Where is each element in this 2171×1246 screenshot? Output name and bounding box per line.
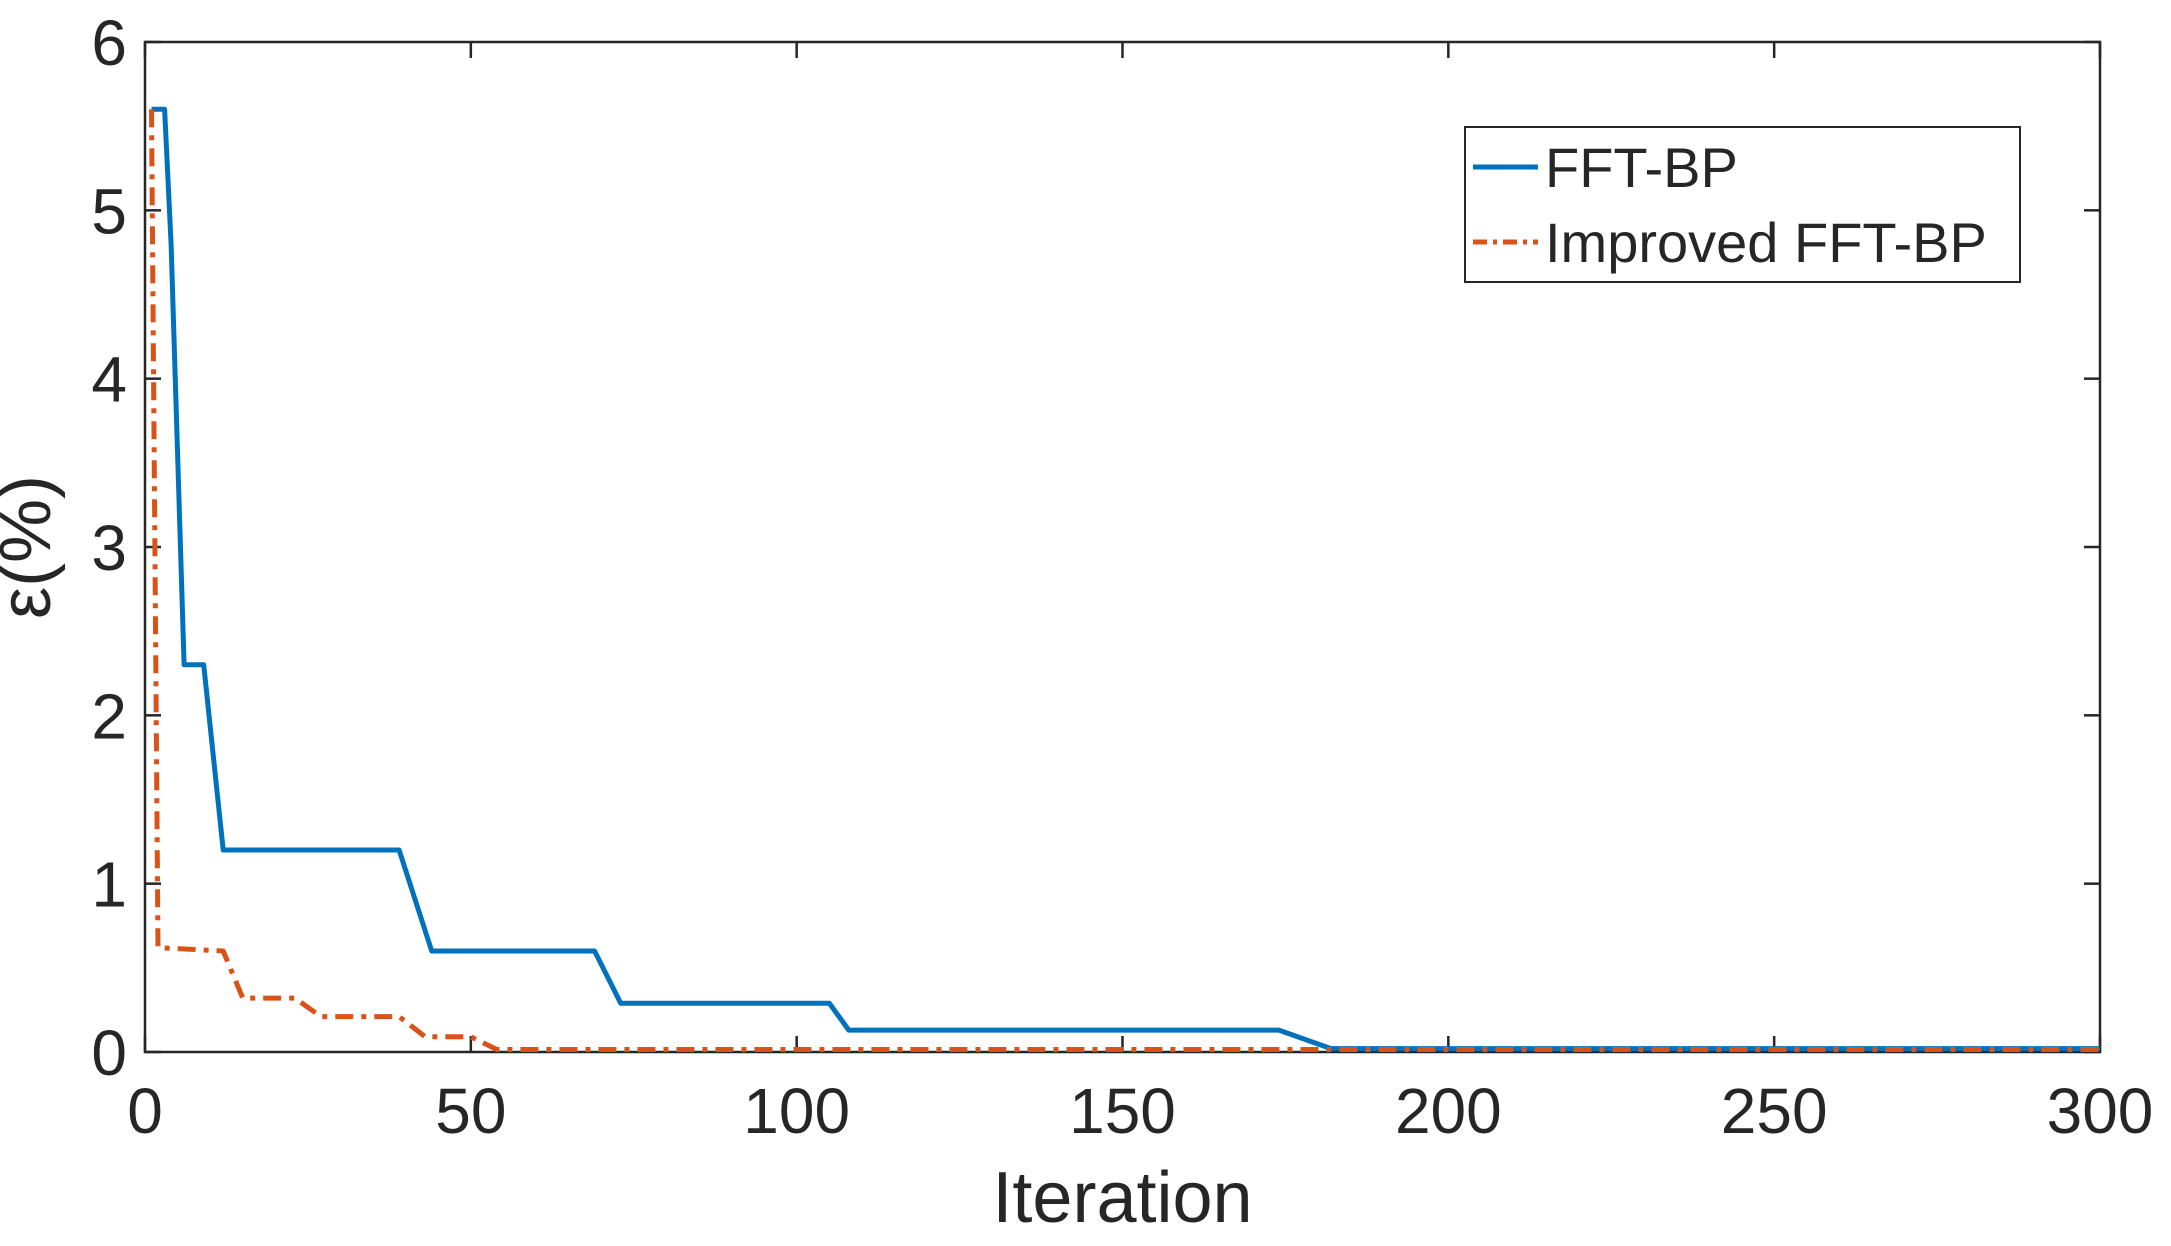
y-tick-label: 5 <box>91 175 127 247</box>
x-tick-label: 300 <box>2047 1075 2154 1147</box>
y-tick-label: 6 <box>91 7 127 79</box>
x-tick-label: 200 <box>1395 1075 1502 1147</box>
legend-label: Improved FFT-BP <box>1545 211 1987 274</box>
x-tick-label: 250 <box>1721 1075 1828 1147</box>
y-tick-label: 3 <box>91 512 127 584</box>
x-axis-label: Iteration <box>992 1158 1252 1238</box>
y-tick-label: 4 <box>91 344 127 416</box>
legend-box <box>1464 126 2021 283</box>
y-tick-label: 0 <box>91 1017 127 1089</box>
x-tick-label: 150 <box>1069 1075 1176 1147</box>
y-tick-label: 1 <box>91 849 127 921</box>
legend-label: FFT-BP <box>1545 136 1738 199</box>
y-tick-label: 2 <box>91 680 127 752</box>
x-tick-label: 50 <box>435 1075 506 1147</box>
series-line-fft-bp <box>151 106 2100 1052</box>
y-axis-label: ε(%) <box>0 475 66 619</box>
x-tick-label: 100 <box>743 1075 850 1147</box>
x-tick-label: 0 <box>127 1075 163 1147</box>
